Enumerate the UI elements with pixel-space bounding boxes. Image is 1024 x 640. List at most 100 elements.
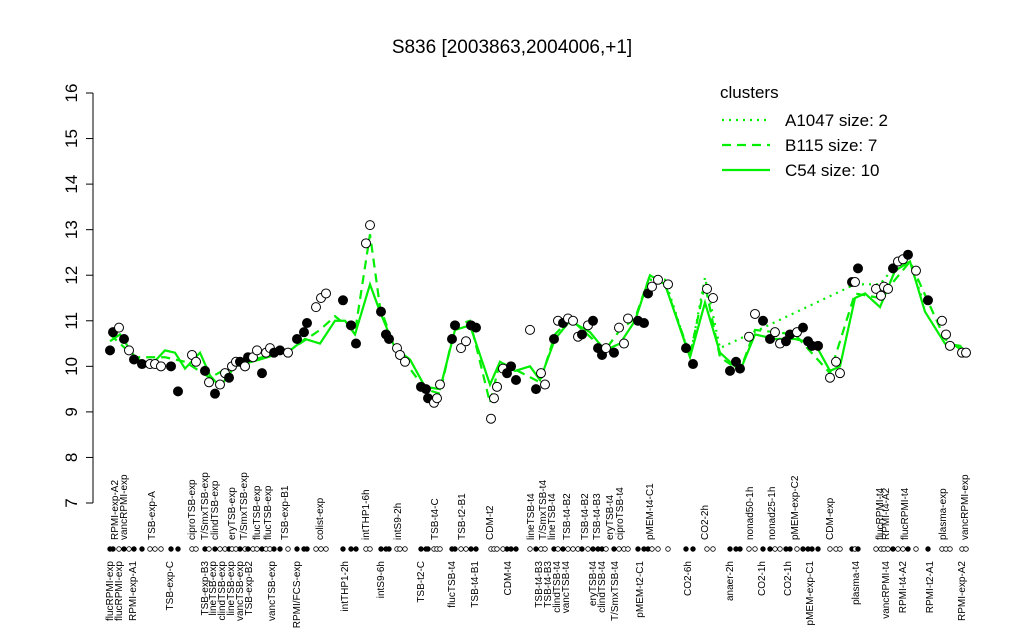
x-tick-label: eryTSB-exp (227, 487, 238, 540)
x-tick-label: flucRPMI-t4 (875, 487, 886, 540)
data-point (395, 349, 405, 360)
data-point (447, 334, 457, 344)
x-tick-label: lineTSB-t4 (547, 493, 558, 540)
rug-point (963, 546, 969, 552)
data-point (351, 338, 361, 349)
x-tick-label: eryTSB-t4 (605, 495, 616, 540)
data-point (765, 334, 775, 344)
data-point (639, 318, 649, 329)
data-point (577, 329, 587, 340)
x-tick-label: vancTSB-exp (267, 561, 278, 621)
x-tick-label: vancRPMI-exp (119, 474, 130, 540)
x-tick-label: clindTSB-exp (210, 480, 221, 540)
rug-point (900, 546, 906, 552)
data-point (346, 320, 356, 331)
rug-point (152, 546, 158, 552)
data-point (758, 315, 768, 326)
rug-point (873, 546, 879, 552)
rug-point (425, 546, 431, 552)
x-tick-label: lineTSB-exp (226, 561, 237, 616)
data-point (813, 340, 823, 351)
data-point (486, 413, 496, 424)
x-tick-label: CDM-t2 (485, 505, 496, 540)
x-tick-label: lineTSB-exp (208, 561, 219, 616)
data-point (432, 393, 442, 404)
x-tick-label: TSB-t4-B3 (592, 493, 603, 540)
x-tick-label: TSB-exp-A (147, 491, 158, 540)
rug-point (611, 546, 617, 552)
data-point (883, 283, 893, 294)
data-point (911, 265, 921, 276)
rug-point (508, 546, 514, 552)
x-tick-label: TSB-exp-B3 (200, 561, 211, 616)
x-tick-label: T/SmxTSB-exp (239, 472, 250, 540)
data-point (200, 365, 210, 376)
x-tick-label: flucTSB-exp (263, 485, 274, 540)
data-point (156, 361, 166, 372)
data-point (489, 393, 499, 404)
rug-point (905, 546, 911, 552)
x-tick-label: TSB-t2-C (416, 561, 427, 603)
x-tick-label: CO2-1h (757, 561, 768, 596)
x-tick-label: CO2-1h (783, 561, 794, 596)
rug-point (837, 546, 843, 552)
x-tick-label: intS9-6h (376, 561, 387, 598)
x-tick-label: pMEM-exp-C1 (805, 561, 816, 626)
data-point (876, 290, 886, 301)
rug-point (565, 546, 571, 552)
data-point (252, 345, 262, 356)
data-point (511, 375, 521, 385)
data-point (119, 334, 129, 344)
rug-point (378, 546, 384, 552)
rug-point (542, 546, 548, 552)
rug-point (212, 546, 218, 552)
data-point (601, 343, 611, 354)
rug-point (318, 546, 324, 552)
rug-point (560, 546, 566, 552)
y-tick-label: 7 (62, 498, 81, 507)
rug-point (585, 546, 591, 552)
data-point (798, 322, 808, 333)
data-point (292, 334, 302, 344)
rug-point (655, 546, 661, 552)
data-point (166, 361, 176, 372)
data-point (619, 338, 629, 349)
data-point (456, 343, 466, 354)
data-point (361, 238, 371, 249)
y-tick-label: 16 (62, 84, 81, 103)
data-point (421, 384, 431, 395)
rug-point (206, 546, 212, 552)
data-point (708, 293, 718, 303)
rug-point (121, 546, 127, 552)
rug-point (237, 546, 243, 552)
data-point (941, 329, 951, 340)
rug-point (513, 546, 519, 552)
data-point (888, 263, 898, 274)
x-tick-label: pMEM-exp-C2 (790, 475, 801, 540)
data-point (835, 368, 845, 379)
data-point (744, 331, 754, 342)
x-tick-label: vancRPMI-t4 (881, 561, 892, 619)
data-point (831, 356, 841, 367)
rug-point (473, 546, 479, 552)
x-tick-label: anaer-2h (725, 561, 736, 601)
data-point (750, 308, 760, 319)
data-point (623, 313, 633, 324)
rug-point (772, 546, 778, 552)
x-tick-label: intTHP1-2h (340, 561, 351, 612)
rug-point (527, 546, 533, 552)
rug-point (827, 546, 833, 552)
legend-label: A1047 size: 2 (785, 111, 888, 130)
rug-point (590, 546, 596, 552)
rug-point (168, 546, 174, 552)
data-point (609, 347, 619, 358)
rug-point (947, 546, 953, 552)
data-point (647, 281, 657, 292)
x-tick-label: RPMI-exp-A2 (957, 561, 968, 621)
x-tick-label: vancRPMI-exp (960, 474, 971, 540)
data-point (681, 343, 691, 354)
y-tick-label: 12 (62, 266, 81, 285)
rug-point (245, 546, 251, 552)
x-tick-label: TSB-t4-B3 (534, 561, 545, 608)
y-tick-label: 9 (62, 407, 81, 416)
